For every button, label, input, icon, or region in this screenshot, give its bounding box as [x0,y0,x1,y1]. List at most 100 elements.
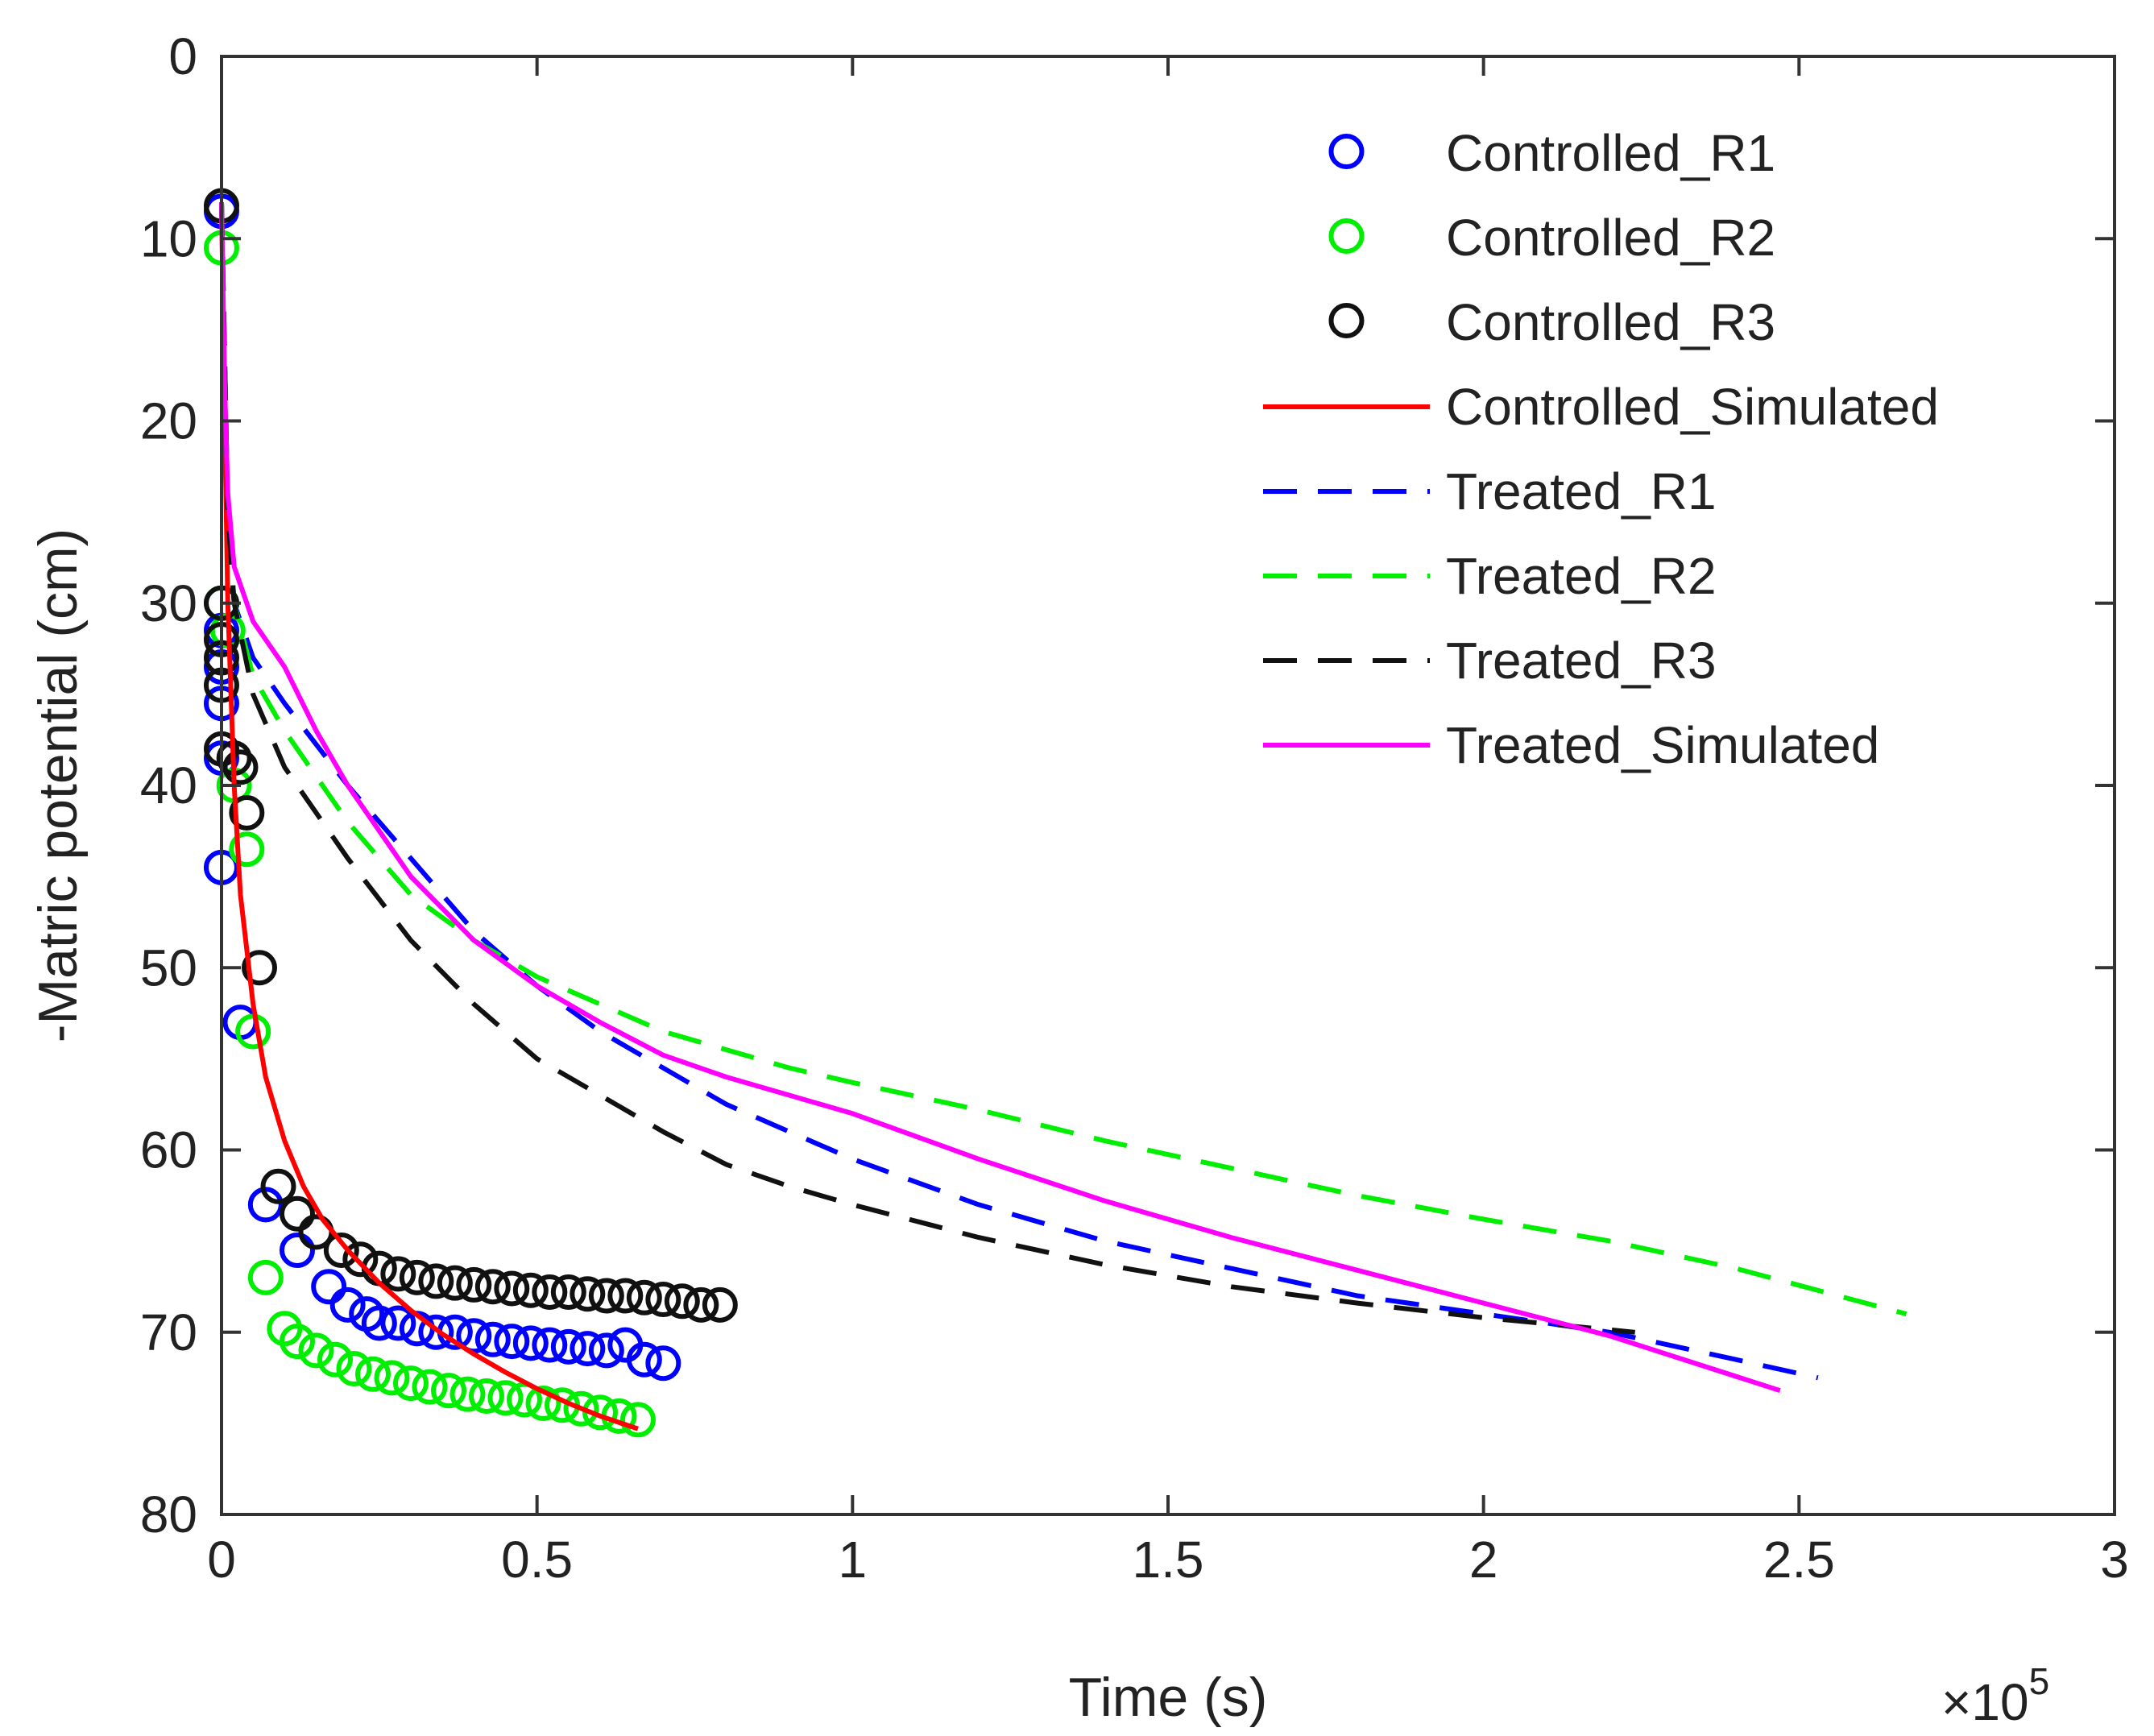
data-point-controlled-r1 [550,1328,586,1365]
data-point-controlled-r1 [329,1286,366,1323]
y-tick-label: 50 [140,938,197,996]
series-controlled-simulated [219,201,639,1431]
series-line-treated-r3 [219,201,1635,1335]
data-point-controlled-r3 [588,1278,624,1314]
data-point-controlled-r2 [280,1324,315,1360]
data-point-controlled-r3 [532,1274,568,1310]
data-point-controlled-r1 [532,1327,568,1363]
data-point-controlled-r2 [393,1365,429,1402]
legend-entry-controlled-simulated: Controlled_Simulated [1263,378,1939,436]
legend-label: Treated_Simulated [1446,716,1879,774]
legend-entry-controlled-r1: Controlled_R1 [1328,124,1775,182]
series-treated-r3 [219,201,1635,1335]
data-point-controlled-r3 [260,1168,296,1204]
data-point-controlled-r1 [280,1232,315,1268]
y-tick-label: 0 [168,27,197,85]
legend-label: Controlled_R1 [1446,124,1775,182]
data-point-controlled-r2 [355,1356,391,1392]
data-point-controlled-r3 [280,1195,315,1232]
data-point-controlled-r3 [380,1256,416,1292]
data-point-controlled-r1 [418,1314,454,1350]
x-tick-label: 3 [2100,1531,2129,1589]
legend-entry-treated-r1: Treated_R1 [1263,462,1717,520]
data-point-controlled-r3 [456,1266,492,1303]
data-point-controlled-r1 [588,1332,624,1369]
y-tick-label: 60 [140,1121,197,1179]
legend-marker [1328,218,1365,254]
legend-label: Treated_R1 [1446,462,1717,520]
y-tick-label: 20 [140,392,197,450]
data-point-controlled-r3 [570,1276,606,1312]
x-tick-label: 1.5 [1133,1531,1204,1589]
x-multiplier-base: ×10 [1941,1673,2029,1731]
data-point-controlled-r3 [702,1286,738,1323]
data-point-controlled-r1 [474,1321,511,1357]
data-point-controlled-r1 [570,1331,606,1367]
series-line-controlled-simulated [219,201,639,1431]
series-treated-r2 [219,201,1908,1316]
data-point-controlled-r2 [563,1390,599,1427]
data-point-controlled-r3 [550,1274,586,1310]
y-axis-label: -Matric potential (cm) [27,528,89,1043]
y-tick-label: 70 [140,1303,197,1361]
series-controlled-r2 [204,230,656,1438]
data-point-controlled-r3 [645,1282,681,1318]
x-tick-label: 1 [839,1531,868,1589]
data-point-controlled-r3 [222,749,259,785]
data-point-controlled-r2 [229,831,265,868]
legend-label: Controlled_Simulated [1446,378,1939,436]
data-point-controlled-r3 [418,1263,454,1299]
data-point-controlled-r2 [449,1376,486,1412]
data-point-controlled-r2 [431,1373,466,1409]
series-line-treated-simulated [219,201,1781,1394]
data-point-controlled-r1 [311,1269,347,1305]
data-point-controlled-r3 [664,1283,700,1320]
data-point-controlled-r3 [399,1259,435,1295]
data-point-controlled-r1 [456,1318,492,1354]
data-point-controlled-r3 [342,1241,379,1278]
data-point-controlled-r1 [645,1345,681,1382]
data-point-controlled-r3 [437,1265,473,1301]
data-point-controlled-r3 [626,1279,662,1315]
x-axis-multiplier: ×105 [1941,1660,2049,1731]
data-point-controlled-r2 [469,1378,504,1414]
data-point-controlled-r3 [607,1278,644,1314]
legend-marker [1328,303,1365,338]
y-tick-label: 10 [140,209,197,267]
data-point-controlled-r2 [317,1341,353,1378]
data-point-controlled-r3 [229,794,265,831]
y-tick-label: 40 [140,756,197,814]
legend-entry-treated-r2: Treated_R2 [1263,547,1717,605]
data-point-controlled-r1 [494,1324,530,1360]
data-point-controlled-r2 [412,1369,448,1405]
y-tick-label: 30 [140,574,197,632]
series-treated-simulated [219,201,1781,1394]
legend-label: Treated_R2 [1446,547,1717,605]
series-controlled-r3 [204,188,738,1323]
legend-label: Controlled_R3 [1446,293,1775,351]
data-point-controlled-r3 [683,1286,719,1323]
data-point-controlled-r1 [626,1341,662,1378]
data-point-controlled-r2 [247,1259,284,1295]
data-point-controlled-r3 [323,1232,359,1268]
data-point-controlled-r2 [525,1385,561,1421]
x-tick-label: 2 [1469,1531,1498,1589]
data-point-controlled-r2 [336,1351,372,1386]
x-multiplier-exponent: 5 [2029,1660,2050,1702]
data-point-controlled-r3 [512,1272,549,1308]
legend-label: Treated_R3 [1446,632,1717,690]
x-tick-label: 2.5 [1763,1531,1835,1589]
data-point-controlled-r2 [620,1402,656,1438]
data-point-controlled-r1 [361,1305,397,1341]
data-point-controlled-r1 [512,1325,549,1361]
data-point-controlled-r3 [494,1270,530,1307]
data-point-controlled-r3 [474,1269,511,1305]
x-tick-label: 0.5 [501,1531,573,1589]
legend-entry-controlled-r2: Controlled_R2 [1328,209,1775,267]
data-point-controlled-r3 [242,950,277,986]
data-point-controlled-r1 [380,1305,416,1341]
legend-marker [1328,134,1365,169]
legend: Controlled_R1 Controlled_R2 Controlled_R3 C… [1263,124,1939,774]
